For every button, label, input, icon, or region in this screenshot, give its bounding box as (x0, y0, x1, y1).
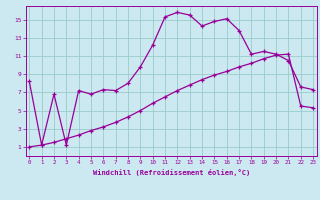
X-axis label: Windchill (Refroidissement éolien,°C): Windchill (Refroidissement éolien,°C) (92, 169, 250, 176)
